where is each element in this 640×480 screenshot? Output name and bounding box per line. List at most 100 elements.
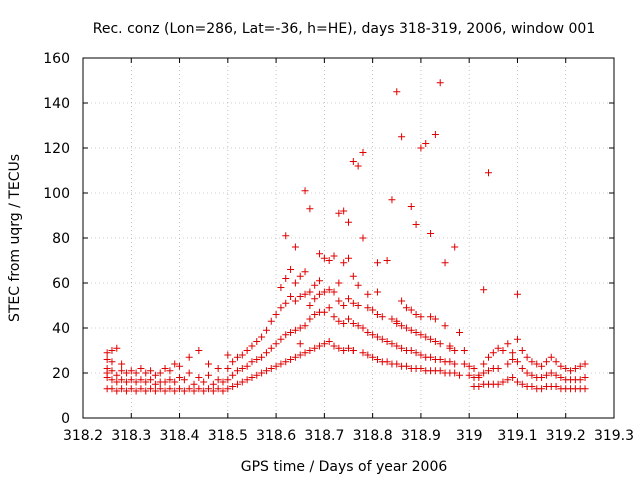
y-tick-label: 140 xyxy=(43,96,70,112)
data-point xyxy=(161,378,169,386)
data-point xyxy=(398,297,406,305)
x-tick-label: 319.2 xyxy=(546,428,586,444)
data-point xyxy=(407,326,415,334)
data-point xyxy=(151,387,159,395)
data-point xyxy=(195,385,203,393)
data-point xyxy=(156,369,164,377)
data-point xyxy=(316,290,324,298)
data-point xyxy=(364,351,372,359)
data-point xyxy=(238,351,246,359)
data-point xyxy=(219,387,227,395)
data-point xyxy=(340,207,348,215)
data-point xyxy=(272,311,280,318)
data-point xyxy=(513,358,521,366)
data-point xyxy=(576,376,584,384)
data-point xyxy=(446,358,454,366)
data-point xyxy=(431,131,439,138)
data-point xyxy=(567,367,575,375)
data-point xyxy=(335,209,343,217)
data-point xyxy=(373,333,381,341)
data-point xyxy=(451,243,459,251)
data-point xyxy=(248,374,256,381)
data-point xyxy=(224,385,232,393)
data-point xyxy=(118,367,126,375)
data-point xyxy=(291,353,299,361)
data-point xyxy=(185,369,193,377)
data-point xyxy=(224,351,232,359)
data-point xyxy=(388,315,396,323)
data-point xyxy=(388,340,396,348)
data-point xyxy=(200,378,208,386)
data-point xyxy=(427,353,435,361)
data-point xyxy=(538,385,546,393)
data-point xyxy=(528,383,536,390)
data-point xyxy=(219,378,227,386)
data-point xyxy=(349,347,357,354)
data-point xyxy=(205,371,213,379)
data-point xyxy=(311,311,319,318)
data-point xyxy=(523,353,531,361)
data-point xyxy=(287,266,295,273)
data-point xyxy=(393,360,401,368)
data-point xyxy=(412,311,420,318)
x-tick-label: 319.1 xyxy=(497,428,537,444)
data-point xyxy=(345,344,352,352)
data-point xyxy=(547,369,555,377)
data-point xyxy=(528,358,536,366)
data-point xyxy=(176,374,184,381)
data-point xyxy=(340,302,348,309)
data-point xyxy=(504,360,512,368)
y-tick-label: 60 xyxy=(52,276,70,292)
data-point xyxy=(306,347,314,354)
data-point xyxy=(291,279,299,287)
data-point xyxy=(538,374,546,381)
data-point xyxy=(166,376,174,384)
data-point xyxy=(209,380,217,388)
data-point xyxy=(340,320,348,327)
data-point xyxy=(354,162,362,170)
data-point xyxy=(460,347,468,354)
data-point xyxy=(311,295,319,303)
data-point xyxy=(127,376,135,384)
data-point xyxy=(253,338,261,345)
y-tick-label: 40 xyxy=(52,321,70,337)
data-point xyxy=(451,360,459,368)
y-tick-label: 80 xyxy=(52,231,70,247)
data-point xyxy=(108,385,116,393)
data-point xyxy=(243,347,251,354)
data-point xyxy=(509,356,517,363)
data-point xyxy=(209,387,217,395)
data-point xyxy=(118,376,126,384)
data-point xyxy=(205,385,213,393)
data-point xyxy=(364,290,372,298)
data-point xyxy=(345,254,352,262)
data-point xyxy=(436,356,444,363)
data-point xyxy=(513,290,521,298)
data-point xyxy=(446,344,454,352)
data-point xyxy=(267,344,275,352)
data-point xyxy=(233,367,241,375)
data-point xyxy=(108,367,116,375)
data-point xyxy=(320,340,328,348)
data-point xyxy=(513,378,521,386)
data-point xyxy=(171,387,179,395)
data-point xyxy=(417,331,425,339)
data-point xyxy=(484,367,492,375)
data-point xyxy=(103,356,111,363)
data-point xyxy=(306,205,314,213)
data-point xyxy=(523,369,531,377)
data-point xyxy=(330,288,338,296)
data-point xyxy=(422,333,430,341)
data-point xyxy=(320,308,328,316)
data-point xyxy=(383,338,391,345)
data-point xyxy=(427,230,435,237)
data-point xyxy=(151,380,159,388)
data-point xyxy=(258,333,266,341)
data-point xyxy=(291,297,299,305)
data-point xyxy=(142,387,150,395)
data-point xyxy=(393,88,401,96)
data-point xyxy=(412,221,420,228)
data-point xyxy=(402,304,410,312)
x-tick-label: 318.5 xyxy=(208,428,248,444)
data-point xyxy=(499,347,507,354)
